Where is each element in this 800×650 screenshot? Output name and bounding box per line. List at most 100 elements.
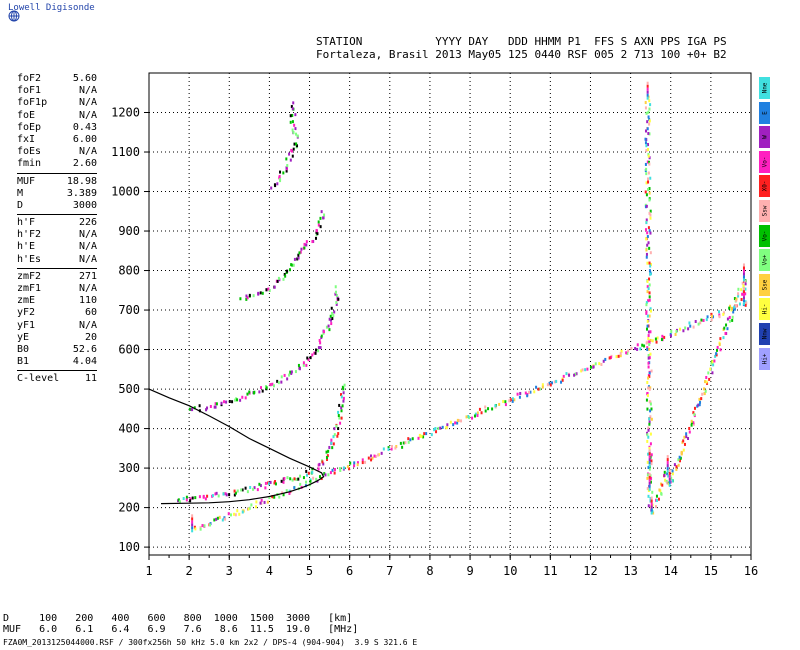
echo-pixel <box>742 278 745 282</box>
legend-item: X0- <box>759 175 770 198</box>
echo-pixel <box>740 298 743 302</box>
echo-pixel <box>649 442 652 446</box>
echo-pixel <box>297 253 300 257</box>
echo-pixel <box>673 463 676 467</box>
echo-pixel <box>685 432 688 436</box>
echo-pixel <box>305 363 308 367</box>
echo-pixel <box>742 290 745 294</box>
echo-pixel <box>293 257 296 261</box>
header-labels: STATION YYYY DAY DDD HHMM P1 FFS S AXN P… <box>316 35 727 48</box>
echo-pixel <box>264 486 267 490</box>
echo-pixel <box>271 495 274 499</box>
echo-pixel <box>649 271 652 275</box>
param-name: M <box>17 187 24 199</box>
legend-item: E <box>759 101 770 124</box>
echo-pixel <box>647 465 650 469</box>
echo-pixel <box>342 399 345 403</box>
echo-pixel <box>538 387 541 391</box>
echo-pixel <box>645 341 648 345</box>
echo-pixel <box>700 397 703 401</box>
echo-pixel <box>647 428 650 432</box>
param-row: D 3000 <box>17 200 97 212</box>
echo-pixel <box>278 175 281 179</box>
param-row: zmF2 271 <box>17 271 97 283</box>
echo-pixel <box>513 398 516 402</box>
param-row: foF1 N/A <box>17 85 97 97</box>
echo-pixel <box>338 416 341 420</box>
echo-pixel <box>337 427 340 431</box>
echo-pixel <box>191 520 194 524</box>
echo-pixel <box>191 496 194 500</box>
echo-pixel <box>188 407 191 411</box>
echo-pixel <box>292 147 295 151</box>
echo-pixel <box>331 311 334 315</box>
echo-pixel <box>677 458 680 462</box>
echo-pixel <box>246 490 249 494</box>
echo-pixel <box>222 492 225 496</box>
echo-pixel <box>233 512 236 516</box>
echo-pixel <box>445 426 448 430</box>
echo-pixel <box>234 491 237 495</box>
param-value: N/A <box>78 109 97 121</box>
echo-pixel <box>737 294 740 298</box>
echo-pixel <box>329 318 332 322</box>
echo-pixel <box>689 324 692 328</box>
echo-pixel <box>281 491 284 495</box>
echo-pixel <box>529 390 532 394</box>
echo-pixel <box>518 395 521 399</box>
echo-pixel <box>693 406 696 410</box>
echo-pixel <box>305 473 308 477</box>
echo-pixel <box>333 433 336 437</box>
param-row: foEs N/A <box>17 146 97 158</box>
echo-pixel <box>282 480 285 484</box>
echo-pixel <box>236 489 239 493</box>
echo-pixel <box>647 452 650 456</box>
param-row: foF1p N/A <box>17 97 97 109</box>
param-separator <box>17 267 97 269</box>
echo-pixel <box>193 525 196 529</box>
echo-pixel <box>204 497 207 501</box>
echo-pixel <box>526 394 529 398</box>
echo-pixel <box>649 432 652 436</box>
echo-pixel <box>549 383 552 387</box>
echo-pixel <box>718 310 721 314</box>
echo-pixel <box>701 392 704 396</box>
echo-pixel <box>305 480 308 484</box>
echo-pixel <box>600 363 603 367</box>
param-value: 6.00 <box>72 133 97 145</box>
echo-pixel <box>404 441 407 445</box>
echo-pixel <box>634 347 637 351</box>
echo-pixel <box>705 375 708 379</box>
param-name: B0 <box>17 343 30 355</box>
echo-pixel <box>343 383 346 387</box>
echo-pixel <box>487 407 490 411</box>
echo-pixel <box>716 348 719 352</box>
echo-pixel <box>305 243 308 247</box>
echo-pixel <box>295 477 298 481</box>
param-name: h'F2 <box>17 229 42 241</box>
echo-pixel <box>206 406 209 410</box>
echo-pixel <box>648 400 651 404</box>
echo-pixel <box>648 99 651 103</box>
echo-pixel <box>705 318 708 322</box>
echo-pixel <box>537 387 540 391</box>
echo-pixel <box>718 313 721 317</box>
echo-pixel <box>744 303 747 307</box>
param-row: foE N/A <box>17 110 97 122</box>
echo-pixel <box>644 141 647 145</box>
echo-pixel <box>302 363 305 367</box>
echo-pixel <box>647 337 650 341</box>
echo-pixel <box>399 441 402 445</box>
echo-pixel <box>646 160 649 164</box>
echo-pixel <box>333 427 336 431</box>
echo-pixel <box>647 148 650 152</box>
echo-pixel <box>214 405 217 409</box>
echo-pixel <box>476 411 479 415</box>
echo-pixel <box>668 483 671 487</box>
echo-pixel <box>337 297 340 301</box>
y-tick-label: 300 <box>118 461 140 475</box>
echo-pixel <box>247 507 250 511</box>
echo-pixel <box>650 496 653 500</box>
echo-pixel <box>647 143 650 147</box>
echo-pixel <box>742 263 745 267</box>
